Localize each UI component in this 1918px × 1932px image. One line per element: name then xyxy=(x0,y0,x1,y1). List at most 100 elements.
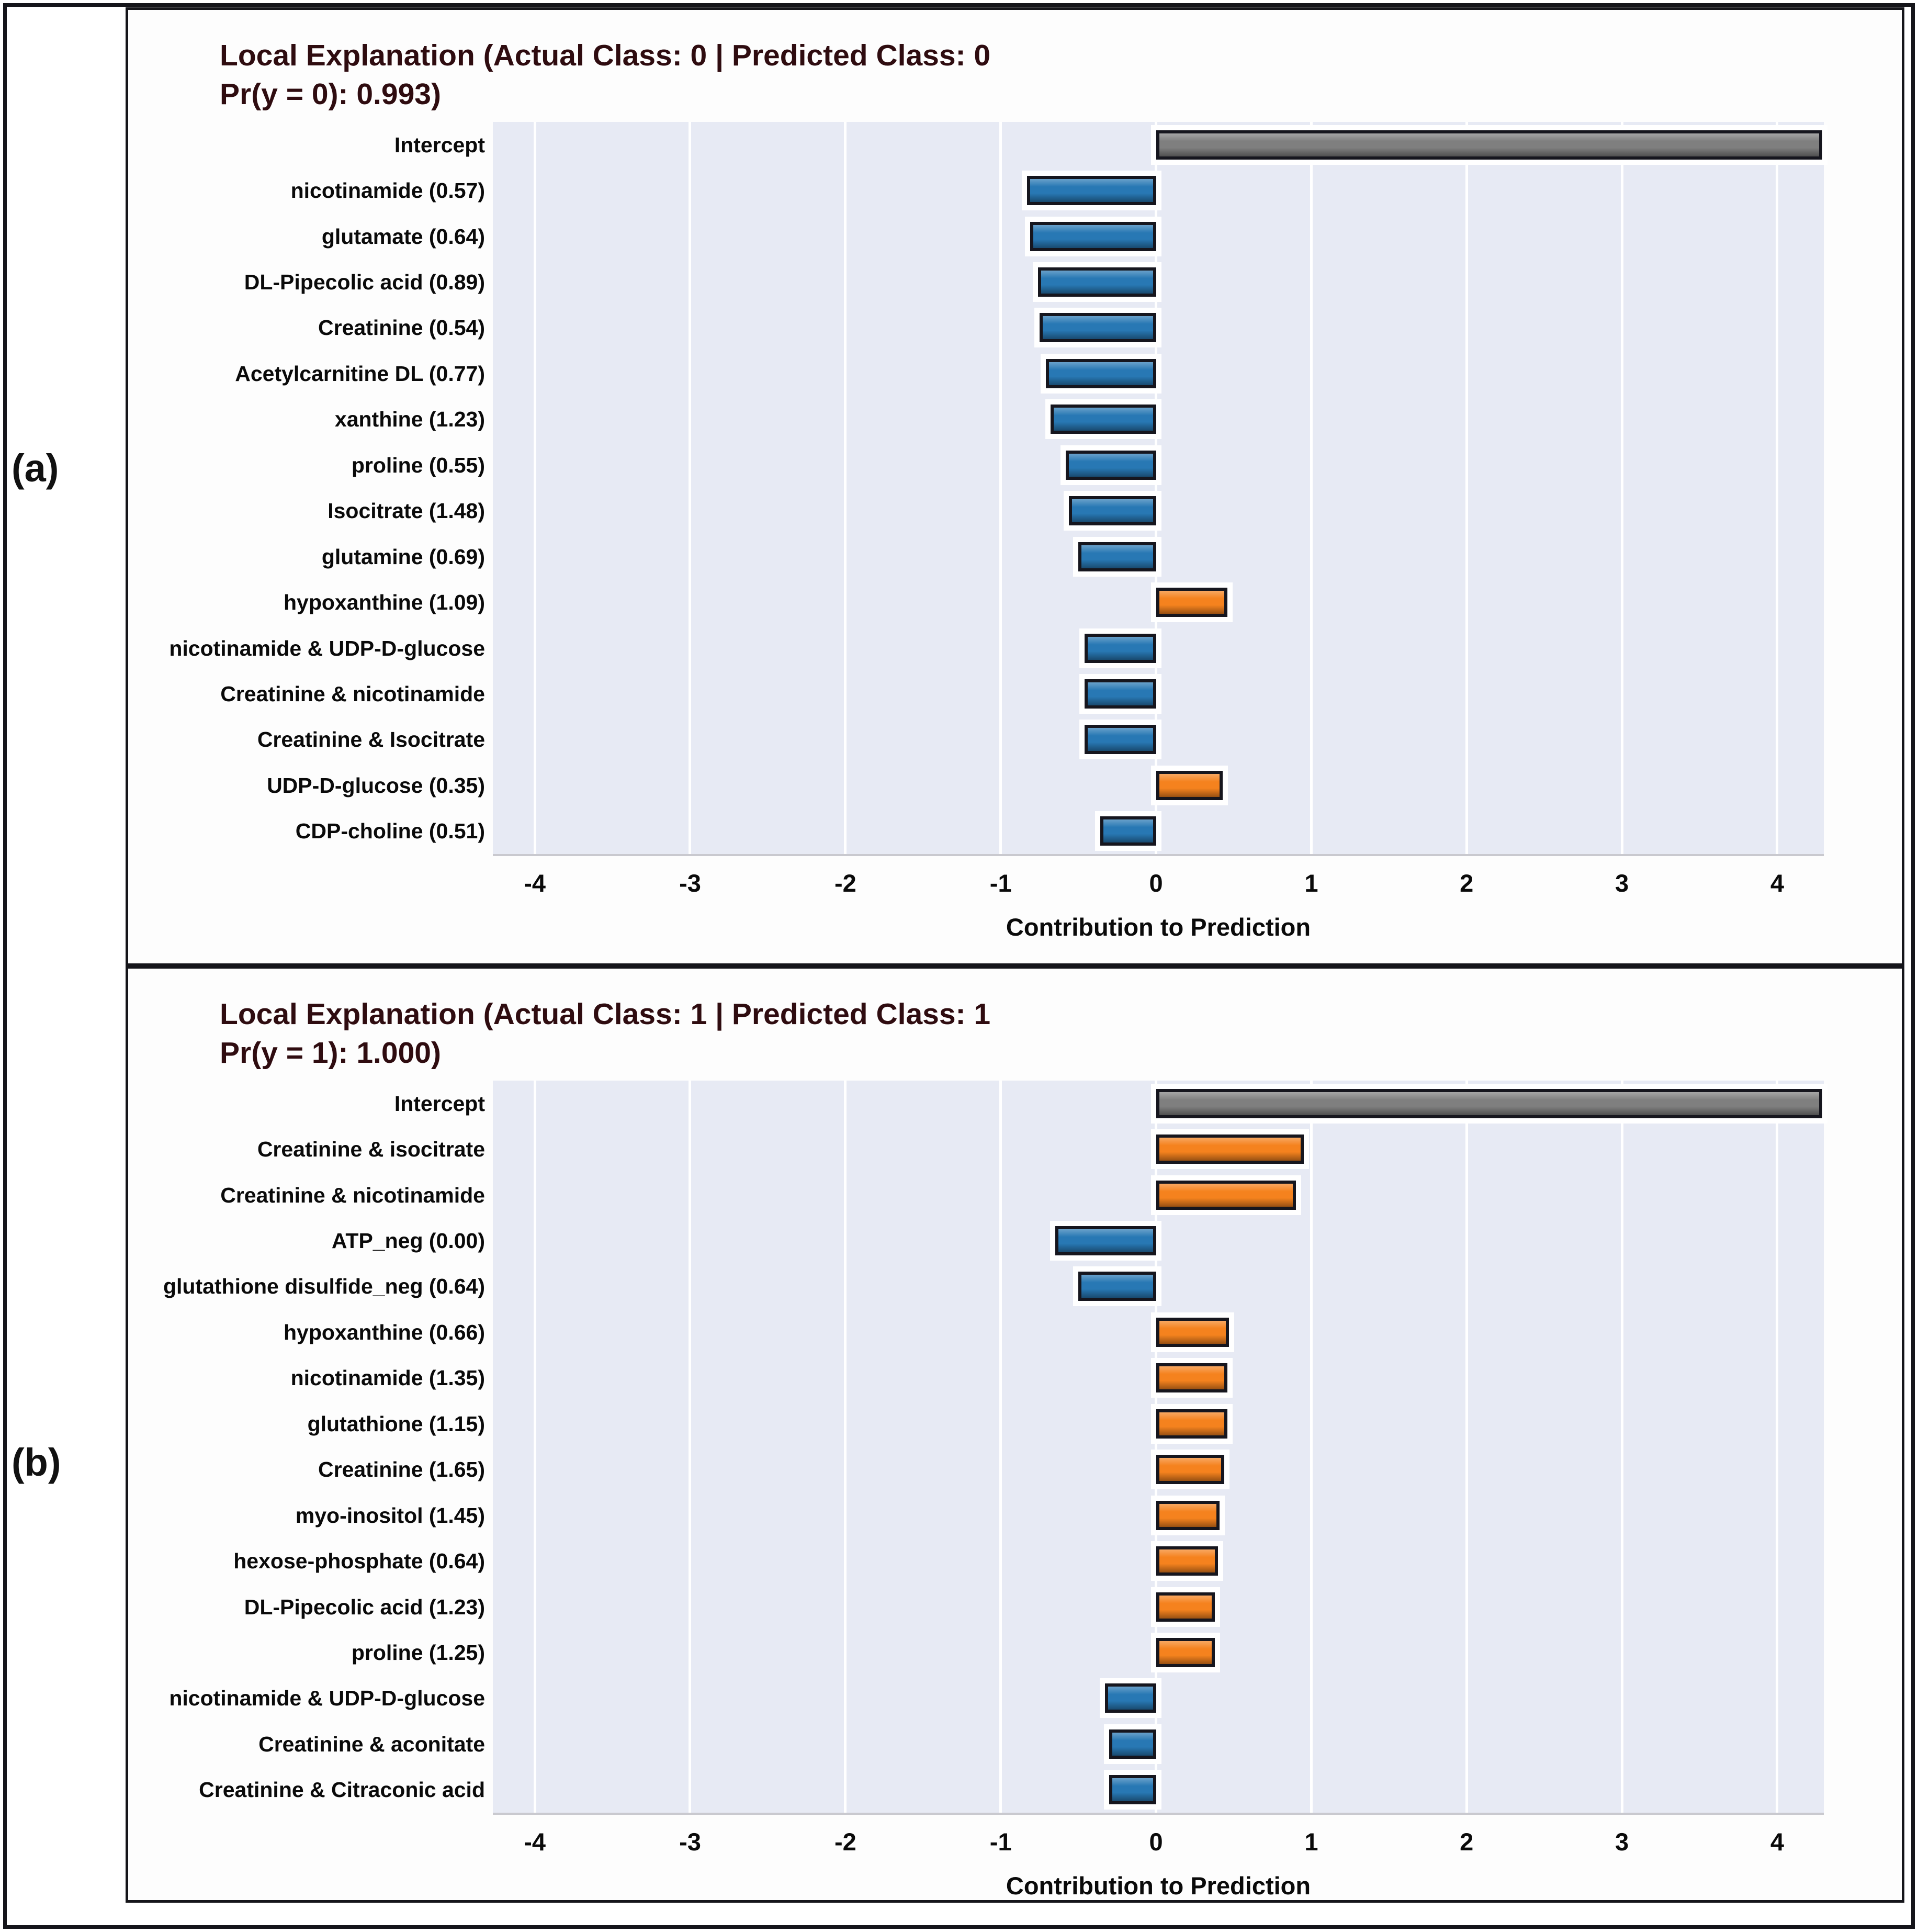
x-tick-label: -4 xyxy=(524,869,546,897)
bar-row-label: nicotinamide (1.35) xyxy=(290,1366,485,1390)
bar-row-label: ATP_neg (0.00) xyxy=(331,1229,485,1253)
gridline xyxy=(1465,1081,1468,1813)
gridline xyxy=(844,1081,847,1813)
bar-row-label: myo-inositol (1.45) xyxy=(295,1503,485,1527)
negative-bar xyxy=(1104,1683,1156,1713)
negative-bar xyxy=(1055,1226,1156,1256)
negative-bar xyxy=(1039,313,1156,343)
negative-bar xyxy=(1084,725,1156,755)
negative-bar xyxy=(1037,267,1156,297)
x-tick-label: 2 xyxy=(1460,1828,1474,1856)
bar-row-label: proline (1.25) xyxy=(351,1640,485,1665)
bar-row-label: nicotinamide & UDP-D-glucose xyxy=(169,1686,485,1711)
panel-a-axis-label: Contribution to Prediction xyxy=(1006,913,1311,941)
x-tick-label: -2 xyxy=(834,1828,856,1856)
bar-row-label: xanthine (1.23) xyxy=(334,407,485,432)
positive-bar xyxy=(1156,1135,1304,1164)
bar-row-label: CDP-choline (0.51) xyxy=(295,819,485,844)
gridline xyxy=(1776,1081,1779,1813)
positive-bar xyxy=(1156,588,1228,617)
gridline xyxy=(533,1081,536,1813)
positive-bar xyxy=(1156,770,1223,800)
positive-bar xyxy=(1156,1500,1220,1530)
bar-row-label: glutathione disulfide_neg (0.64) xyxy=(163,1274,485,1299)
negative-bar xyxy=(1109,1775,1156,1805)
bar-row-label: Creatinine & Citraconic acid xyxy=(199,1778,485,1802)
panel-a-title-line2: Pr(y = 0): 0.993) xyxy=(220,77,441,111)
bar-row-label: Acetylcarnitine DL (0.77) xyxy=(235,361,485,386)
positive-bar xyxy=(1156,1455,1225,1485)
bar-row-label: Creatinine (1.65) xyxy=(318,1457,485,1482)
bar-row-label: glutathione (1.15) xyxy=(307,1411,485,1436)
bar-row-label: Creatinine & nicotinamide xyxy=(220,681,485,706)
negative-bar xyxy=(1027,176,1156,206)
gridline xyxy=(689,122,692,854)
panel-a: Local Explanation (Actual Class: 0 | Pre… xyxy=(126,7,1904,966)
bar-row-label: Isocitrate (1.48) xyxy=(328,499,485,523)
panel-b-title: Local Explanation (Actual Class: 1 | Pre… xyxy=(220,995,990,1072)
gridline xyxy=(533,122,536,854)
positive-bar xyxy=(1156,1637,1215,1667)
negative-bar xyxy=(1100,816,1156,846)
gridline xyxy=(1310,122,1313,854)
positive-bar xyxy=(1156,1546,1219,1576)
bar-row-label: hexose-phosphate (0.64) xyxy=(233,1549,485,1574)
panel-b-axis-label: Contribution to Prediction xyxy=(1006,1872,1311,1900)
negative-bar xyxy=(1030,221,1156,251)
negative-bar xyxy=(1069,496,1156,526)
gridline xyxy=(1776,122,1779,854)
bar-row-label: Creatinine & nicotinamide xyxy=(220,1183,485,1207)
positive-bar xyxy=(1156,1317,1229,1347)
bar-row-label: DL-Pipecolic acid (0.89) xyxy=(244,270,485,295)
gridline xyxy=(1310,1081,1313,1813)
x-tick-label: -1 xyxy=(989,1828,1012,1856)
negative-bar xyxy=(1045,358,1156,388)
bar-row-label: nicotinamide (0.57) xyxy=(290,178,485,203)
bar-row-label: hypoxanthine (0.66) xyxy=(283,1320,485,1344)
panel-b: Local Explanation (Actual Class: 1 | Pre… xyxy=(126,966,1904,1903)
bar-row-label: nicotinamide & UDP-D-glucose xyxy=(169,636,485,660)
bar-row-label: Intercept xyxy=(394,1091,485,1116)
gridline xyxy=(1155,122,1158,854)
x-tick-label: 4 xyxy=(1770,1828,1785,1856)
bar-row-label: glutamine (0.69) xyxy=(321,544,485,569)
x-tick-label: -3 xyxy=(679,869,701,897)
panel-b-letter: (b) xyxy=(12,1441,61,1484)
panel-b-title-line1: Local Explanation (Actual Class: 1 | Pre… xyxy=(220,997,991,1031)
bar-row-label: Intercept xyxy=(394,132,485,157)
panel-a-title: Local Explanation (Actual Class: 0 | Pre… xyxy=(220,36,990,114)
bar-row-label: glutamate (0.64) xyxy=(321,224,485,249)
bar-row-label: hypoxanthine (1.09) xyxy=(283,590,485,615)
negative-bar xyxy=(1050,405,1156,434)
x-tick-label: 1 xyxy=(1304,869,1318,897)
negative-bar xyxy=(1066,450,1156,480)
gridline xyxy=(1620,1081,1623,1813)
bar-row-label: Creatinine & aconitate xyxy=(258,1732,485,1756)
intercept-bar xyxy=(1156,1088,1823,1118)
positive-bar xyxy=(1156,1592,1215,1622)
x-tick-label: -2 xyxy=(834,869,856,897)
panel-a-title-line1: Local Explanation (Actual Class: 0 | Pre… xyxy=(220,39,991,72)
panel-a-plot-area xyxy=(493,122,1824,856)
negative-bar xyxy=(1084,679,1156,709)
negative-bar xyxy=(1109,1729,1156,1759)
gridline xyxy=(1620,122,1623,854)
positive-bar xyxy=(1156,1180,1296,1210)
panel-a-letter: (a) xyxy=(12,446,59,490)
bar-row-label: Creatinine (0.54) xyxy=(318,316,485,340)
bar-row-label: DL-Pipecolic acid (1.23) xyxy=(244,1594,485,1619)
gridline xyxy=(689,1081,692,1813)
bar-row-label: Creatinine & Isocitrate xyxy=(257,727,485,752)
positive-bar xyxy=(1156,1409,1228,1439)
x-tick-label: 0 xyxy=(1149,1828,1163,1856)
x-tick-label: -3 xyxy=(679,1828,701,1856)
x-tick-label: -4 xyxy=(524,1828,546,1856)
x-tick-label: 4 xyxy=(1770,869,1785,897)
x-tick-label: 3 xyxy=(1615,1828,1629,1856)
gridline xyxy=(999,122,1002,854)
gridline xyxy=(999,1081,1002,1813)
bar-row-label: UDP-D-glucose (0.35) xyxy=(267,773,485,797)
negative-bar xyxy=(1078,1272,1156,1301)
x-tick-label: 1 xyxy=(1304,1828,1318,1856)
